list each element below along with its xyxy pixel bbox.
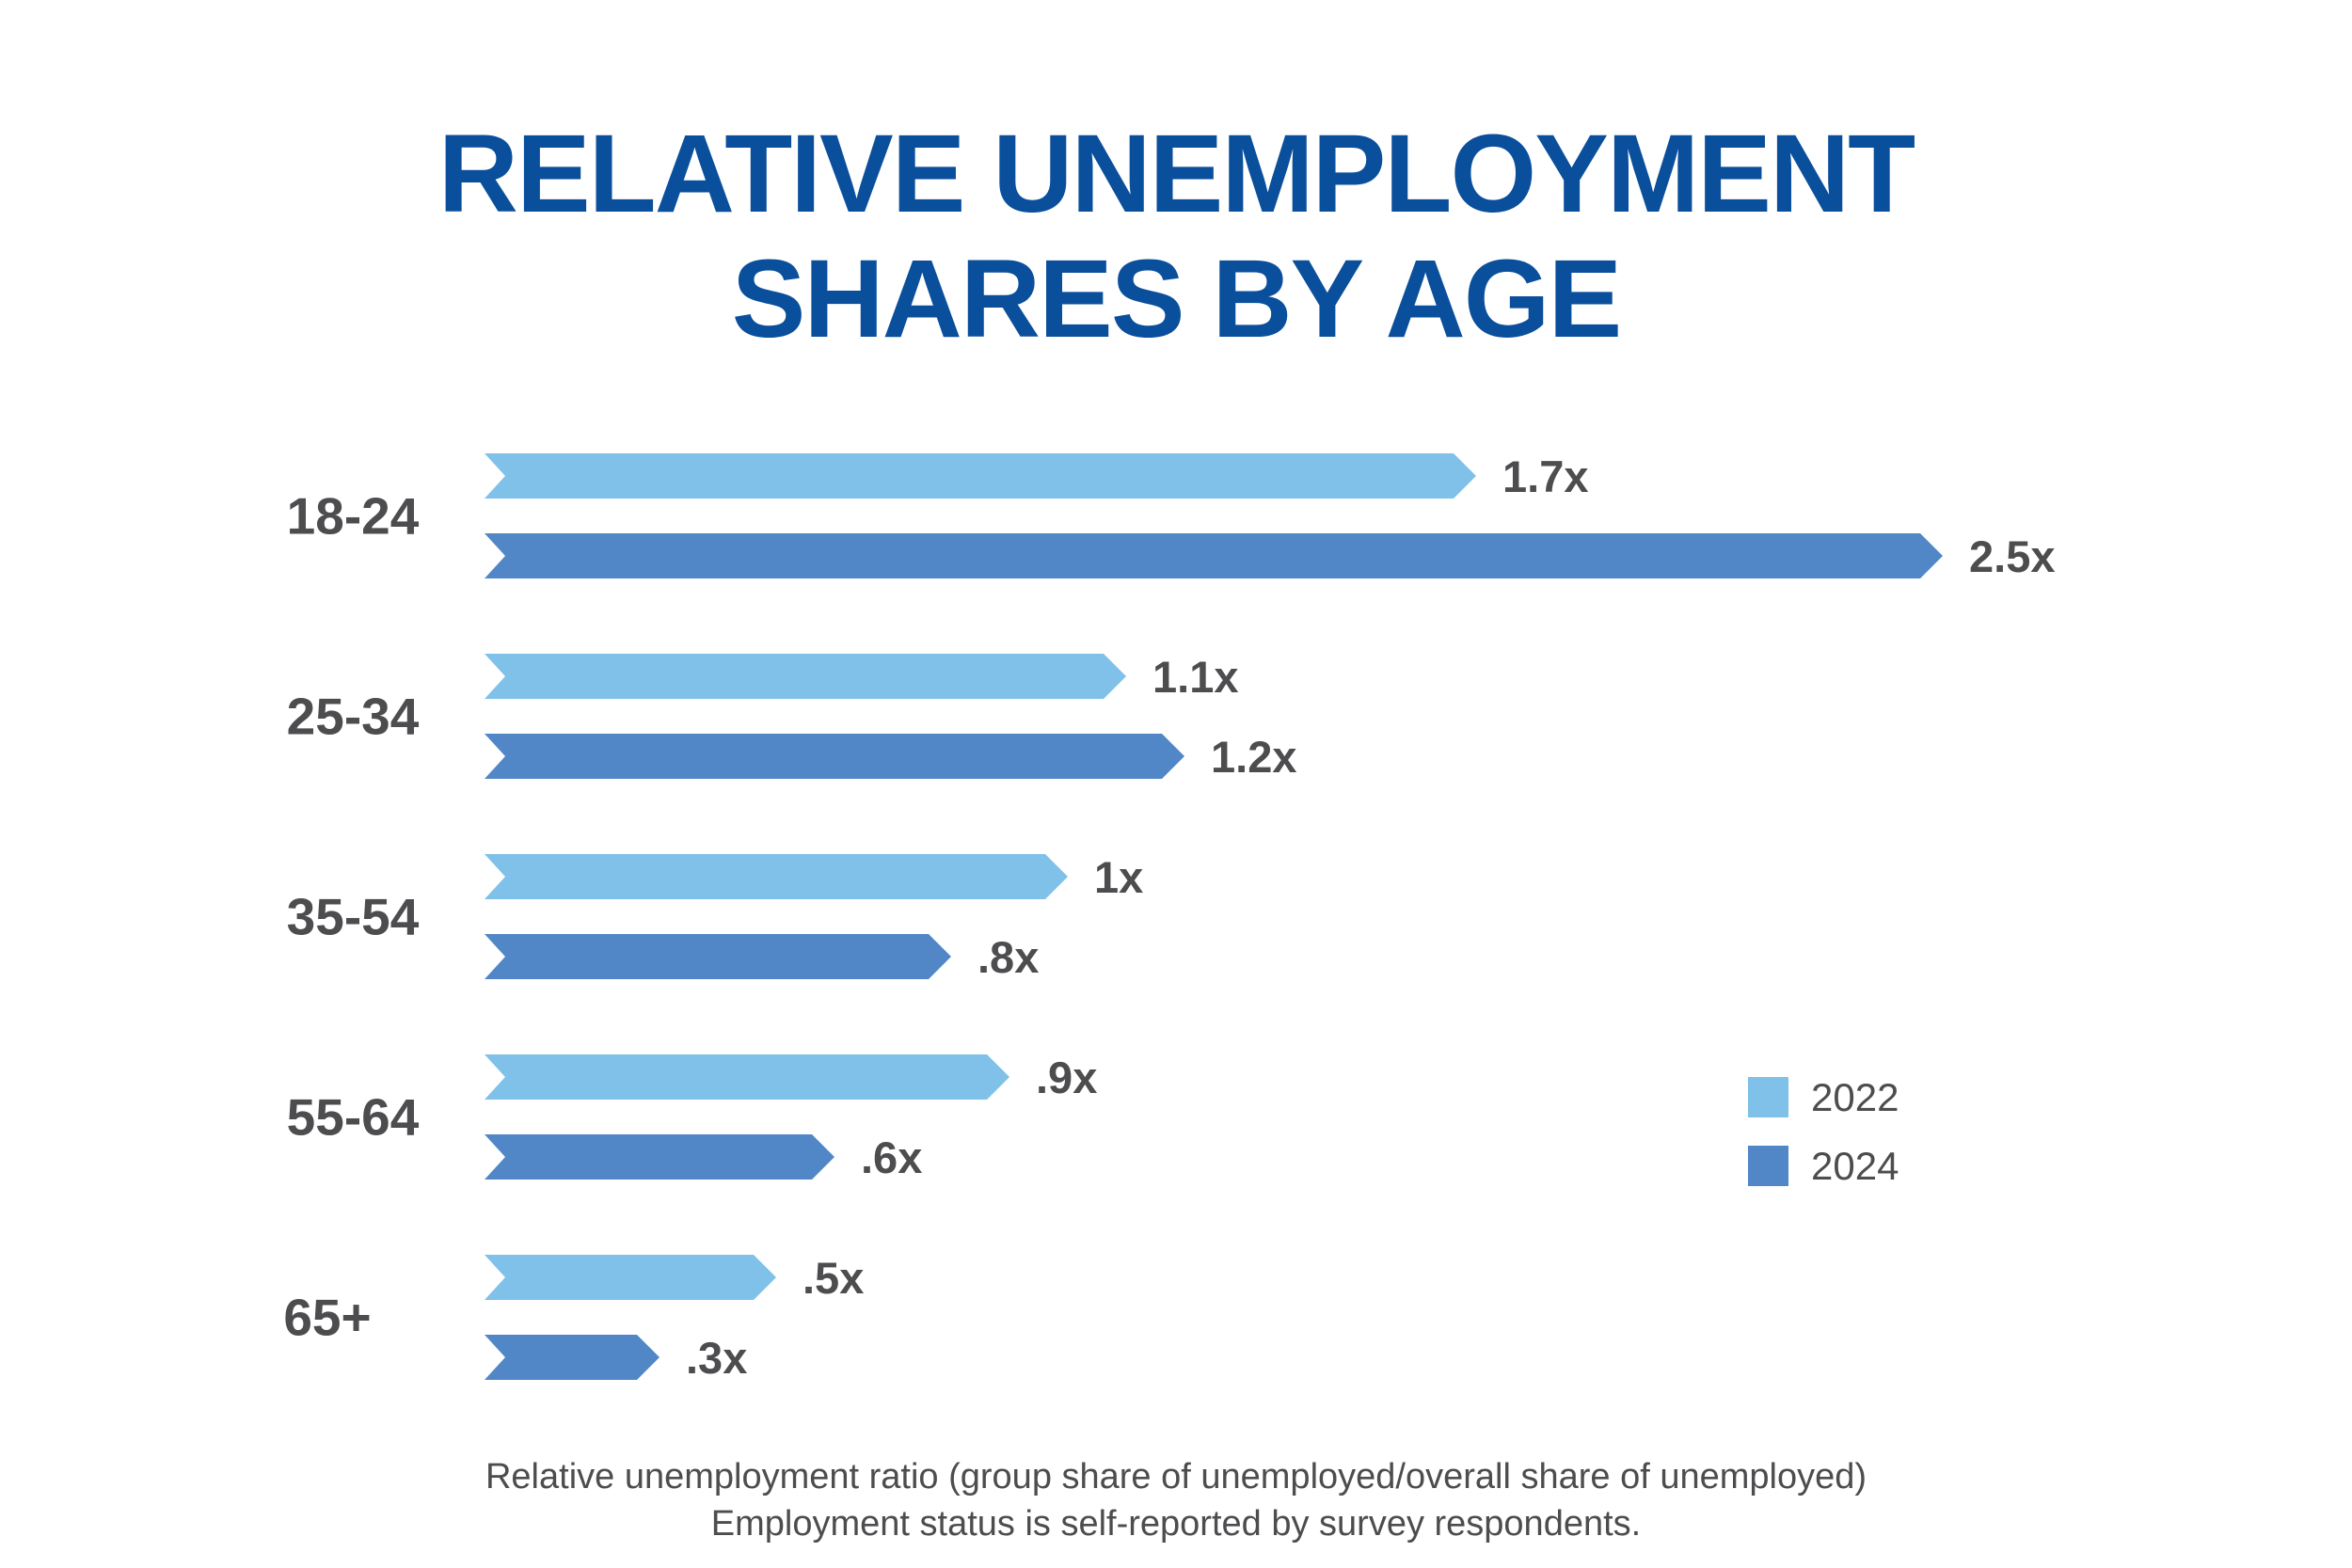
category-label-35-54: 35-54: [287, 888, 420, 946]
bar-2024-18-24: [485, 533, 1943, 578]
bar-2024-55-64: [485, 1134, 834, 1180]
value-labels: 1.7x 2.5x 1.1x 1.2x 1x .8x .9x .6x .5x .3x: [686, 451, 2055, 1383]
title-line-2: SHARES BY AGE: [732, 237, 1620, 361]
title-line-1: RELATIVE UNEMPLOYMENT: [438, 112, 1915, 236]
category-labels: 18-24 25-34 35-54 55-64 65+: [283, 487, 419, 1347]
bar-2024-25-34: [485, 734, 1184, 779]
legend-label-2024: 2024: [1811, 1144, 1899, 1188]
category-label-25-34: 25-34: [287, 688, 420, 746]
bar-2024-65+: [485, 1335, 660, 1380]
value-label-2024-55-64: .6x: [861, 1132, 922, 1182]
footnote-line-2: Employment status is self-reported by su…: [711, 1504, 1641, 1544]
legend-swatch-2024: [1748, 1146, 1788, 1186]
bar-2022-35-54: [485, 854, 1068, 899]
footnote-line-1: Relative unemployment ratio (group share…: [485, 1457, 1867, 1497]
bar-2022-55-64: [485, 1054, 1009, 1100]
bar-2022-25-34: [485, 654, 1126, 699]
value-label-2024-65+: .3x: [686, 1333, 747, 1383]
value-label-2024-18-24: 2.5x: [1969, 531, 2055, 581]
category-label-55-64: 55-64: [287, 1088, 420, 1147]
footnotes: Relative unemployment ratio (group share…: [485, 1457, 1867, 1544]
bar-2024-35-54: [485, 934, 951, 979]
value-label-2022-25-34: 1.1x: [1152, 652, 1238, 702]
category-label-18-24: 18-24: [287, 487, 420, 546]
category-label-65+: 65+: [283, 1289, 371, 1347]
value-label-2022-18-24: 1.7x: [1502, 451, 1588, 501]
bar-2022-65+: [485, 1255, 776, 1300]
value-label-2022-55-64: .9x: [1036, 1053, 1097, 1102]
legend-swatch-2022: [1748, 1077, 1788, 1117]
legend-label-2022: 2022: [1811, 1075, 1899, 1119]
bars: [485, 453, 1943, 1380]
legend: 2022 2024: [1748, 1075, 1899, 1188]
value-label-2024-35-54: .8x: [977, 932, 1039, 982]
value-label-2024-25-34: 1.2x: [1211, 732, 1296, 782]
bar-2022-18-24: [485, 453, 1476, 499]
value-label-2022-65+: .5x: [803, 1253, 864, 1303]
value-label-2022-35-54: 1x: [1094, 852, 1143, 902]
